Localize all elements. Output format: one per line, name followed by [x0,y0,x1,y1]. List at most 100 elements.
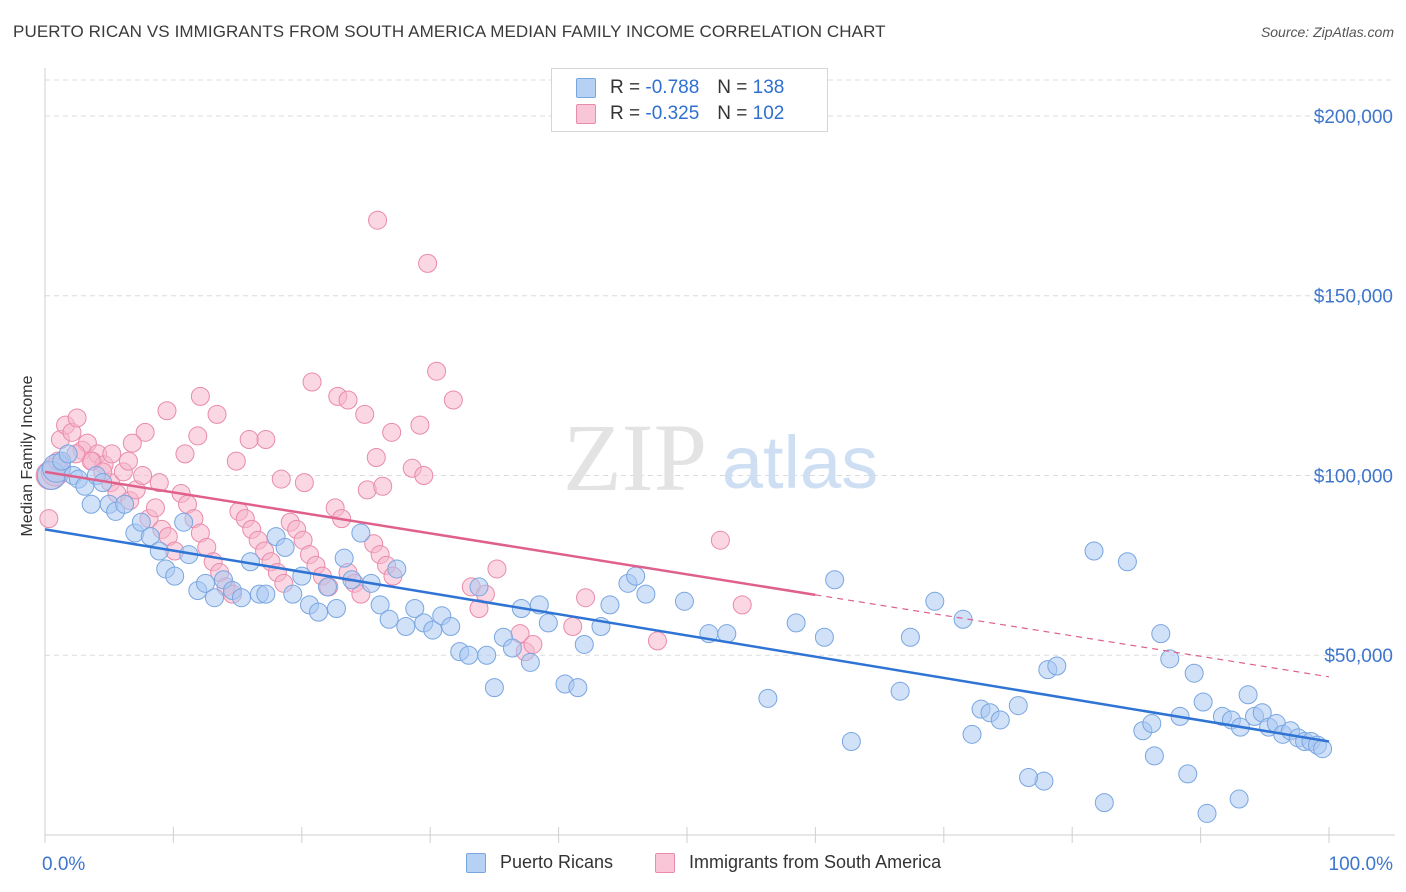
immigrants-point [357,480,377,500]
puerto-ricans-point [814,627,834,647]
chart-title: PUERTO RICAN VS IMMIGRANTS FROM SOUTH AM… [13,22,886,41]
puerto-ricans-point [387,559,407,579]
puerto-ricans-point [538,613,558,633]
y-tick-label: $50,000 [1324,646,1393,667]
immigrants-point [302,372,322,392]
immigrants-point [427,361,447,381]
puerto-ricans-point [1047,656,1067,676]
legend-label-immigrants: Immigrants from South America [689,852,942,872]
puerto-ricans-point [283,584,303,604]
puerto-ricans-point [1313,739,1333,759]
puerto-ricans-point [520,652,540,672]
puerto-ricans-point [165,566,185,586]
puerto-ricans-point [423,620,443,640]
puerto-ricans-point [469,577,489,597]
legend-item-puerto-ricans: Puerto Ricans [466,852,613,873]
puerto-ricans-point [149,541,169,561]
tick-labels: $50,000 $100,000 $150,000 $200,000 0.0% 100.0… [42,107,1393,875]
immigrants-point [149,473,169,493]
puerto-ricans-point [758,688,778,708]
legend-swatch-pink [576,104,596,124]
immigrants-point [188,426,208,446]
series-legend: Puerto Ricans Immigrants from South Amer… [0,852,1406,878]
immigrants-point [256,430,276,450]
puerto-ricans-point [351,523,371,543]
legend-r-value: -0.325 [645,103,700,124]
puerto-ricans-point [405,599,425,618]
immigrants-point [338,390,358,410]
puerto-ricans-point [231,588,251,608]
puerto-ricans-point [115,494,135,514]
immigrants-point [563,616,583,636]
puerto-ricans-point [962,724,982,744]
puerto-ricans-point [1160,649,1180,669]
puerto-ricans-point [1019,767,1039,787]
legend-n-label: N = [717,103,748,124]
puerto-ricans-point [1144,746,1164,766]
immigrants-point [39,509,59,529]
puerto-ricans-point [1238,685,1258,705]
immigrants-point [122,433,142,453]
puerto-ricans-point [1229,789,1249,809]
y-tick-label: $100,000 [1314,466,1393,487]
puerto-ricans-point [502,638,522,658]
puerto-ricans-point [825,570,845,590]
puerto-ricans-point [204,588,224,608]
watermark-atlas: atlas [722,421,878,504]
correlation-legend: R = -0.788 N = 138 R = -0.325 N = 102 [551,68,828,132]
trend-line-puerto-ricans [44,528,1330,743]
trend-lines [44,470,1330,743]
puerto-ricans-point [568,678,588,698]
legend-n-value: 102 [752,103,785,124]
legend-r-label: R = [610,103,641,124]
puerto-ricans-point [1184,663,1204,683]
legend-row-immigrants: R = -0.325 N = 102 [576,102,784,126]
puerto-ricans-point [990,710,1010,730]
puerto-ricans-point [890,681,910,701]
y-tick-label: $150,000 [1314,287,1393,308]
immigrants-point [355,404,375,424]
puerto-ricans-point [459,645,479,665]
immigrants-point [226,451,246,471]
immigrants-point [190,386,210,406]
legend-n-label: N = [717,77,748,98]
puerto-ricans-point [1008,696,1028,716]
puerto-ricans-point [275,537,295,557]
puerto-ricans-point [786,613,806,633]
puerto-ricans-point [600,595,620,615]
puerto-ricans-point [174,512,194,532]
puerto-ricans-point [396,616,416,636]
x-tick-label-min: 0.0% [42,854,85,875]
puerto-ricans-point [308,602,328,622]
immigrants-point [135,422,155,442]
trend-line-immigrants [44,470,816,597]
legend-row-puerto-ricans: R = -0.788 N = 138 [576,76,784,100]
immigrants-point [271,469,291,489]
puerto-ricans-point [900,627,920,647]
puerto-ricans-point [841,732,861,752]
legend-r-value: -0.788 [645,77,700,98]
trend-line-immigrants-extension [815,594,1330,678]
legend-label-puerto-ricans: Puerto Ricans [500,852,614,872]
puerto-ricans-point [256,584,276,604]
puerto-ricans-point [1094,793,1114,813]
puerto-ricans-point [326,599,346,618]
legend-swatch-pink [655,852,675,873]
axes [44,68,1395,843]
immigrants-point [118,451,138,471]
immigrants-point [373,476,393,496]
puerto-ricans-point [477,645,497,665]
legend-swatch-blue [576,78,596,98]
puerto-ricans-point [1178,764,1198,784]
puerto-ricans-point [1151,624,1171,644]
immigrants-point [239,430,259,450]
immigrants-point [523,634,543,654]
immigrants-point [414,465,434,485]
immigrants-point [175,444,195,464]
immigrants-point [368,210,388,230]
legend-swatch-blue [466,852,486,873]
immigrants-point [145,498,165,518]
immigrants-point [133,465,153,485]
legend-item-immigrants: Immigrants from South America [655,852,941,873]
